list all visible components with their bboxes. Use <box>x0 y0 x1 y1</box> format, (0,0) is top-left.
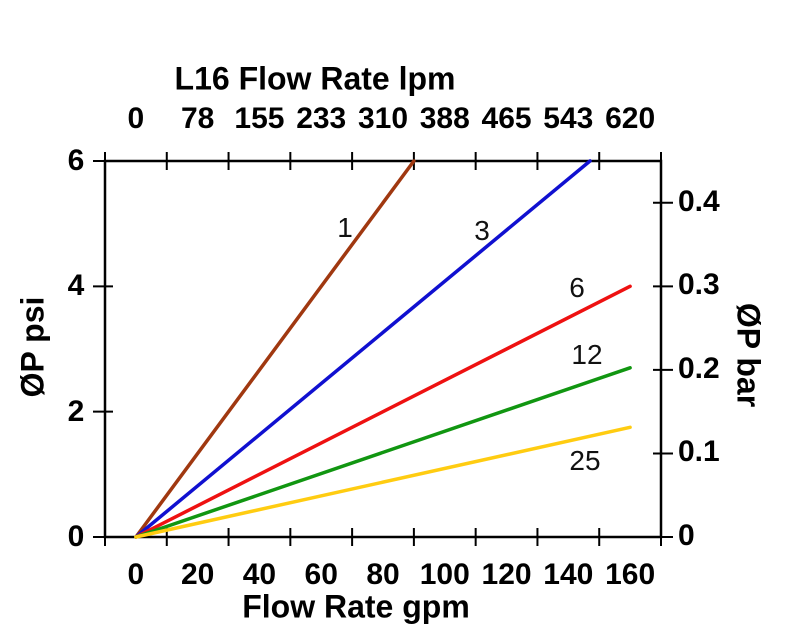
curve-label-25: 25 <box>569 445 601 476</box>
x-bottom-tick-label: 100 <box>419 558 470 591</box>
x-bottom-tick-label: 80 <box>366 558 400 591</box>
x-bottom-tick-label: 20 <box>180 558 215 591</box>
y-right-tick-label: 0.1 <box>678 435 720 469</box>
y-right-tick-label: 0 <box>678 519 695 552</box>
x-top-tick-label: 310 <box>357 102 409 135</box>
x-top-tick-label: 155 <box>234 102 285 135</box>
x-top-tick-label: 620 <box>605 102 656 135</box>
y-left-tick-label: 4 <box>67 269 85 303</box>
y-right-tick-label: 0.2 <box>678 351 720 385</box>
x-bottom-tick-label: 120 <box>481 558 532 591</box>
x-top-tick-label: 543 <box>543 102 594 135</box>
y-left-axis-title: ØP psi <box>14 296 51 398</box>
y-right-tick-label: 0.3 <box>678 268 720 302</box>
curve-label-3: 3 <box>474 215 490 246</box>
x-bottom-tick-label: 40 <box>242 558 277 591</box>
x-bottom-tick-label: 60 <box>304 558 338 591</box>
plot-border <box>103 159 663 539</box>
y-left-tick-label: 2 <box>67 394 85 428</box>
curve-label-1: 1 <box>337 212 353 243</box>
x-top-tick-label: 0 <box>127 102 145 135</box>
x-top-tick-label: 233 <box>296 102 347 135</box>
series-line-1 <box>134 159 416 539</box>
curve-label-12: 12 <box>571 339 603 370</box>
series-line-12 <box>134 366 632 539</box>
y-left-tick-label: 6 <box>67 144 85 177</box>
x-top-tick-label: 465 <box>481 102 532 135</box>
chart-title: L16 Flow Rate lpm <box>174 60 456 97</box>
x-top-tick-label: 78 <box>180 102 215 135</box>
y-left-tick-label: 0 <box>67 520 85 553</box>
x-bottom-tick-label: 140 <box>543 558 594 591</box>
x-bottom-tick-label: 160 <box>605 558 656 591</box>
series-line-25 <box>134 425 632 539</box>
series-line-3 <box>134 159 592 539</box>
x-bottom-axis-title: Flow Rate gpm <box>242 588 470 625</box>
y-right-axis-title: ØP bar <box>730 302 767 408</box>
x-top-tick-label: 388 <box>419 102 470 135</box>
y-right-tick-label: 0.4 <box>678 184 720 218</box>
curve-label-6: 6 <box>569 272 585 303</box>
series-line-6 <box>134 284 632 539</box>
x-bottom-tick-label: 0 <box>127 558 145 591</box>
